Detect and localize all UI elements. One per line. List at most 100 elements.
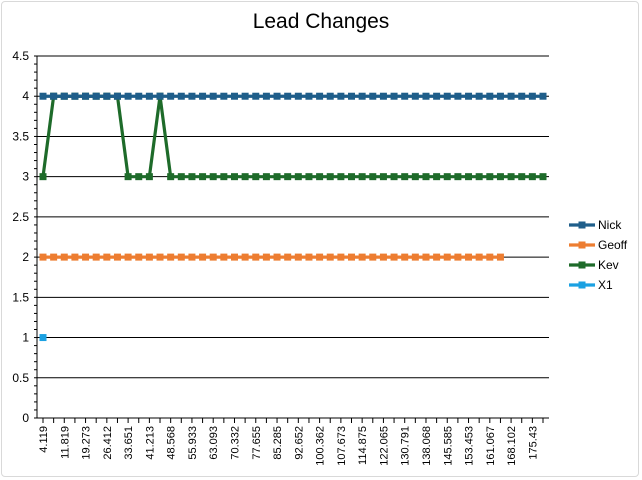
data-point xyxy=(539,92,547,100)
data-point xyxy=(241,253,249,261)
data-point xyxy=(39,173,47,181)
data-point xyxy=(401,92,409,100)
data-point xyxy=(113,92,121,100)
data-point xyxy=(262,173,270,181)
data-point xyxy=(82,253,90,261)
y-tick-label: 0.5 xyxy=(12,371,29,385)
x-tick-label: 19.273 xyxy=(81,426,93,460)
data-point xyxy=(475,253,483,261)
data-point xyxy=(496,253,504,261)
legend-label: Nick xyxy=(598,218,622,232)
data-point xyxy=(507,92,515,100)
data-point xyxy=(507,173,515,181)
y-tick-label: 1 xyxy=(22,331,29,345)
y-tick-label: 1.5 xyxy=(12,290,29,304)
data-point xyxy=(411,92,419,100)
data-point xyxy=(273,173,281,181)
x-tick-label: 92.652 xyxy=(293,426,305,460)
data-point xyxy=(486,92,494,100)
data-point xyxy=(230,253,238,261)
data-point xyxy=(316,173,324,181)
y-tick-label: 3.5 xyxy=(12,129,29,143)
data-point xyxy=(177,92,185,100)
x-tick-labels: 4.119 11.819 19.273 26.412 33.651 41.213 48.56… xyxy=(38,426,539,466)
data-point xyxy=(50,92,58,100)
data-point xyxy=(241,173,249,181)
x-tick-label: 130.791 xyxy=(400,426,412,466)
legend-label: Kev xyxy=(598,258,619,272)
chart-title: Lead Changes xyxy=(252,10,390,33)
data-point xyxy=(39,92,47,100)
data-point xyxy=(294,92,302,100)
data-point xyxy=(220,92,228,100)
data-point xyxy=(348,173,356,181)
data-point xyxy=(135,173,143,181)
data-point xyxy=(528,173,536,181)
data-point xyxy=(230,173,238,181)
x-tick-label: 63.093 xyxy=(208,426,220,460)
y-tick-label: 0 xyxy=(22,411,29,425)
data-point xyxy=(145,253,153,261)
legend-item-geoff: Geoff xyxy=(569,238,628,252)
data-point xyxy=(156,92,164,100)
data-point xyxy=(454,92,462,100)
data-point xyxy=(390,92,398,100)
legend-swatch-marker xyxy=(578,261,586,269)
x-tick-label: 41.213 xyxy=(144,426,156,460)
data-point xyxy=(156,253,164,261)
data-point xyxy=(496,92,504,100)
data-point xyxy=(135,92,143,100)
data-point xyxy=(188,173,196,181)
data-point xyxy=(220,253,228,261)
data-point xyxy=(124,173,132,181)
data-point xyxy=(348,92,356,100)
x-tick-label: 85.285 xyxy=(272,426,284,460)
data-point xyxy=(209,173,217,181)
data-point xyxy=(496,173,504,181)
data-point xyxy=(326,173,334,181)
data-point xyxy=(316,92,324,100)
data-point xyxy=(518,92,526,100)
data-point xyxy=(486,173,494,181)
data-point xyxy=(305,173,313,181)
gridlines xyxy=(37,55,549,379)
data-point xyxy=(475,92,483,100)
data-point xyxy=(60,92,68,100)
data-point xyxy=(443,253,451,261)
data-point xyxy=(369,173,377,181)
data-point xyxy=(177,253,185,261)
series-nick xyxy=(39,92,547,100)
data-point xyxy=(528,92,536,100)
data-point xyxy=(209,253,217,261)
legend-label: X1 xyxy=(598,278,613,292)
y-tick-label: 2 xyxy=(22,250,29,264)
data-point xyxy=(39,253,47,261)
x-tick-label: 4.119 xyxy=(38,426,50,453)
x-tick-label: 77.655 xyxy=(251,426,263,460)
data-point xyxy=(284,173,292,181)
data-point xyxy=(422,92,430,100)
series-geoff xyxy=(39,253,504,261)
x-tick-label: 70.332 xyxy=(229,426,241,460)
legend-swatch-marker xyxy=(578,241,586,249)
x-tick-label: 138.068 xyxy=(421,426,433,466)
data-point xyxy=(326,92,334,100)
data-point xyxy=(486,253,494,261)
data-point xyxy=(199,253,207,261)
data-point xyxy=(124,92,132,100)
data-point xyxy=(390,253,398,261)
data-point xyxy=(167,253,175,261)
y-tick-label: 3 xyxy=(22,170,29,184)
data-point xyxy=(401,173,409,181)
y-tick-label: 2.5 xyxy=(12,210,29,224)
data-point xyxy=(390,173,398,181)
x-tick-label: 33.651 xyxy=(123,426,135,460)
data-point xyxy=(262,253,270,261)
data-point xyxy=(199,92,207,100)
legend-item-x1: X1 xyxy=(569,278,613,292)
x-tick-label: 168.102 xyxy=(506,426,518,466)
legend-label: Geoff xyxy=(598,238,628,252)
data-point xyxy=(465,253,473,261)
data-point xyxy=(358,173,366,181)
data-point xyxy=(39,334,47,342)
